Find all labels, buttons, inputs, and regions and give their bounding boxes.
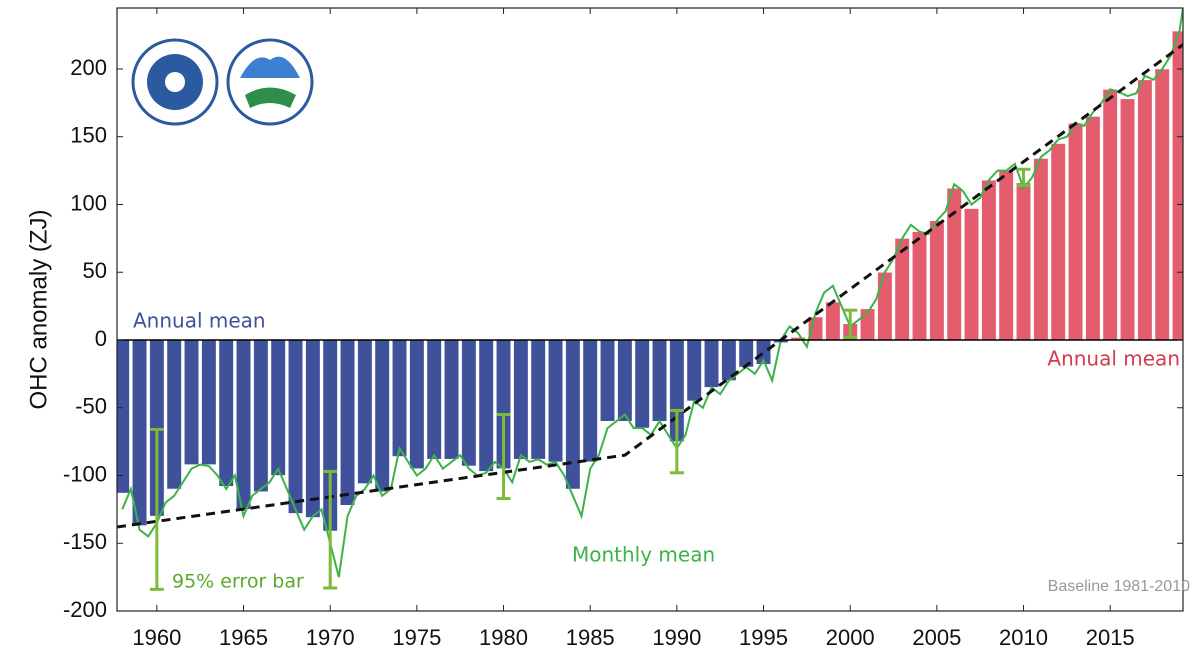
bar — [894, 238, 910, 341]
x-tick-label: 1965 — [219, 625, 268, 650]
error-bar — [843, 308, 858, 339]
bar — [582, 339, 598, 463]
bar — [981, 179, 997, 341]
x-tick-label: 2000 — [826, 625, 875, 650]
annotation: Monthly mean — [572, 543, 715, 567]
bar — [357, 339, 373, 484]
bar — [911, 231, 928, 341]
bar — [1015, 182, 1032, 341]
x-tick-label: 1960 — [132, 625, 181, 650]
y-tick-label: 50 — [83, 258, 107, 283]
bar — [1067, 122, 1084, 341]
error-bar — [323, 469, 338, 590]
trend-line — [117, 43, 1183, 529]
bar — [929, 220, 945, 341]
error-bar — [149, 427, 164, 591]
error-bar — [1016, 167, 1031, 188]
annotation: 95% error bar — [172, 571, 304, 593]
bar — [461, 339, 477, 467]
x-tick-label: 1985 — [566, 625, 615, 650]
y-tick-label: 0 — [95, 326, 107, 351]
y-tick-label: 150 — [70, 123, 107, 148]
bar — [339, 339, 356, 506]
bar — [443, 339, 460, 460]
bar — [634, 339, 650, 429]
bar — [1102, 89, 1118, 341]
bar — [877, 271, 893, 341]
y-tick-label: -100 — [63, 461, 107, 486]
plot — [117, 8, 1183, 591]
y-tick-label: -150 — [63, 529, 107, 554]
bar — [201, 339, 217, 465]
bar — [1119, 98, 1136, 341]
bar — [409, 339, 425, 470]
bar — [1171, 30, 1183, 341]
bar — [963, 208, 980, 341]
bar — [1137, 79, 1153, 341]
error-bar — [669, 408, 684, 475]
y-tick-label: 100 — [70, 190, 107, 215]
bar — [530, 339, 546, 460]
bar — [651, 339, 668, 422]
bar — [599, 339, 616, 422]
x-tick-label: 2005 — [912, 625, 961, 650]
logo-cas-flower — [165, 72, 185, 92]
y-tick-label: -200 — [63, 597, 107, 622]
y-tick-label: 200 — [70, 55, 107, 80]
bar — [374, 339, 390, 493]
annotation: Annual mean — [133, 309, 266, 333]
x-tick-label: 1975 — [392, 625, 441, 650]
bar — [547, 339, 564, 463]
x-tick-label: 1970 — [306, 625, 355, 650]
bar — [183, 339, 200, 465]
y-axis-label: OHC anomaly (ZJ) — [25, 209, 52, 409]
bar — [426, 339, 442, 460]
bar — [235, 339, 252, 510]
bar — [131, 339, 148, 526]
bar — [617, 339, 633, 422]
bar — [998, 170, 1014, 341]
logo-iap-wave — [245, 87, 296, 108]
x-tick-label: 1995 — [739, 625, 788, 650]
bar — [270, 339, 286, 476]
bar — [686, 339, 702, 402]
bar — [1085, 116, 1101, 341]
x-tick-label: 2010 — [999, 625, 1048, 650]
x-tick-label: 1990 — [652, 625, 701, 650]
plot-frame — [116, 7, 1184, 612]
error-bar — [496, 413, 511, 501]
bar — [1050, 143, 1066, 341]
monthly-line — [121, 8, 1183, 578]
bar — [1154, 68, 1170, 341]
logos — [131, 38, 314, 126]
annotation: Annual mean — [1047, 347, 1180, 371]
bar — [391, 339, 408, 457]
bar — [287, 339, 304, 514]
bar — [218, 339, 234, 487]
bar — [565, 339, 581, 490]
logo-iap — [226, 38, 314, 126]
bar — [703, 339, 720, 388]
bar — [513, 339, 529, 460]
bar — [253, 339, 269, 493]
annotation: Baseline 1981-2010 — [1048, 578, 1190, 595]
bar — [305, 339, 321, 518]
x-tick-label: 1980 — [479, 625, 528, 650]
bar — [478, 339, 494, 472]
bar — [825, 301, 841, 341]
logo-iap-cloud — [240, 56, 300, 78]
bar — [738, 339, 754, 368]
x-tick-label: 2015 — [1086, 625, 1135, 650]
y-tick-label: -50 — [75, 394, 107, 419]
bar — [166, 339, 182, 490]
bar — [1033, 158, 1049, 341]
